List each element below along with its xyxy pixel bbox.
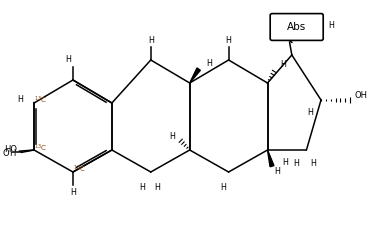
- Text: H: H: [220, 182, 226, 191]
- Polygon shape: [190, 68, 200, 83]
- Text: H: H: [139, 182, 145, 191]
- Text: H: H: [283, 158, 288, 167]
- Text: H: H: [10, 149, 16, 158]
- Text: $^{13}$C: $^{13}$C: [73, 164, 86, 175]
- Text: H: H: [18, 95, 23, 104]
- Text: H: H: [328, 21, 334, 30]
- Text: H: H: [169, 132, 175, 141]
- Text: HO: HO: [4, 145, 17, 154]
- Text: O: O: [3, 149, 9, 158]
- Text: $^{13}$C: $^{13}$C: [34, 143, 47, 155]
- Text: H: H: [226, 36, 232, 45]
- Text: $\cdot$: $\cdot$: [33, 98, 36, 103]
- Text: H: H: [275, 167, 280, 176]
- Text: H: H: [70, 188, 76, 197]
- Text: H: H: [148, 36, 154, 45]
- FancyBboxPatch shape: [270, 14, 323, 40]
- Text: H: H: [310, 159, 316, 168]
- Text: H: H: [280, 60, 286, 69]
- Text: H: H: [206, 59, 212, 68]
- Polygon shape: [268, 150, 274, 167]
- Text: H: H: [66, 55, 72, 64]
- Text: H: H: [155, 182, 160, 191]
- Text: $^{13}$C: $^{13}$C: [34, 95, 47, 106]
- Text: H: H: [286, 31, 291, 40]
- Text: OH: OH: [355, 91, 367, 100]
- Text: Abs: Abs: [287, 22, 306, 32]
- Text: H: H: [293, 159, 299, 168]
- Text: H: H: [307, 108, 313, 117]
